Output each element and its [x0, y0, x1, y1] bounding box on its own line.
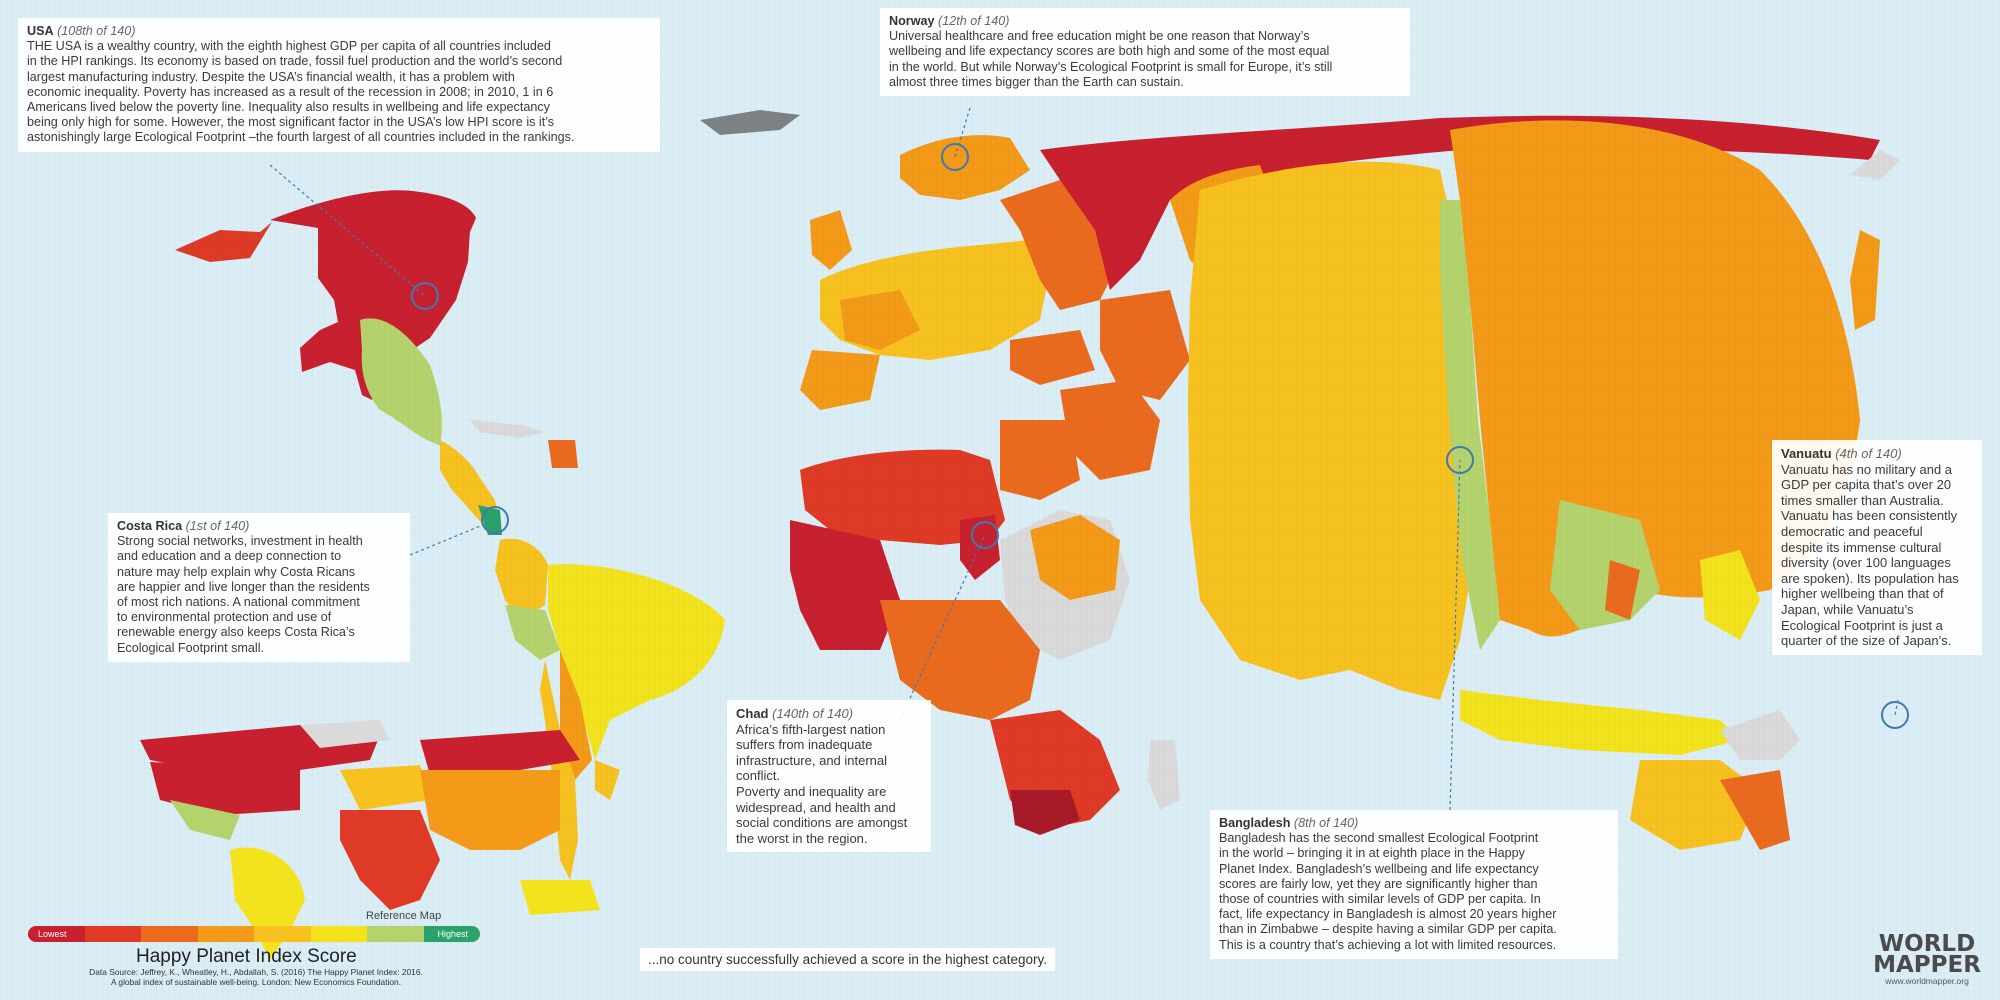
callout-rank: (108th of 140) [57, 24, 136, 38]
reference-map [140, 720, 600, 960]
callout-bangladesh: Bangladesh (8th of 140) Bangladesh has t… [1210, 810, 1618, 959]
ref-europe [340, 765, 430, 810]
legend-swatch [84, 926, 141, 942]
bangladesh-marker [1446, 446, 1474, 474]
callout-rank: (12th of 140) [938, 14, 1010, 28]
logo-text: MAPPER [1873, 952, 1981, 978]
callout-body: Bangladesh has the second smallest Ecolo… [1219, 831, 1557, 952]
callout-norway: Norway (12th of 140) Universal healthcar… [880, 8, 1410, 97]
ref-asia [420, 770, 560, 850]
logo-text: WORLD [1878, 931, 1976, 957]
norway-marker [941, 143, 969, 171]
legend-swatch [254, 926, 311, 942]
ref-mexico [170, 800, 240, 840]
legend-swatch [141, 926, 198, 942]
callout-vanuatu: Vanuatu (4th of 140) Vanuatu has no mili… [1772, 440, 1982, 655]
chad-marker [971, 521, 999, 549]
ref-russia [420, 730, 580, 775]
costa-rica-marker [481, 506, 509, 534]
markers [411, 143, 1909, 729]
ref-africa [340, 810, 440, 910]
usa-leader [269, 164, 426, 297]
worldmapper-logo: WORLD MAPPER www.worldmapper.org [1862, 931, 1992, 987]
callout-costa-rica: Costa Rica (1st of 140) Strong social ne… [108, 513, 410, 662]
callout-title: Bangladesh [1219, 816, 1291, 830]
legend-color-bar [28, 926, 480, 942]
legend-lowest-label: Lowest [38, 929, 67, 939]
legend-swatch [310, 926, 367, 942]
callout-body: Africa’s fifth-largest nation suffers fr… [736, 721, 908, 846]
reference-map-label: Reference Map [366, 910, 442, 922]
ref-australia [520, 880, 600, 915]
callout-body: THE USA is a wealthy country, with the e… [27, 39, 575, 145]
bottom-note: ...no country successfully achieved a sc… [640, 948, 1055, 971]
callout-rank: (1st of 140) [185, 519, 250, 533]
callout-title: Chad [736, 706, 769, 721]
callout-body: Strong social networks, investment in he… [117, 534, 370, 655]
norway-leader [954, 107, 971, 158]
bangladesh-leader [1449, 459, 1461, 811]
callout-usa: USA (108th of 140) THE USA is a wealthy … [18, 18, 660, 152]
vanuatu-marker [1881, 701, 1909, 729]
legend-title: Happy Planet Index Score [136, 946, 357, 967]
legend-swatch [423, 926, 480, 942]
data-source: Data Source: Jeffrey, K., Wheatley, H., … [89, 967, 423, 987]
callout-body: Universal healthcare and free education … [889, 29, 1333, 89]
legend-swatch [28, 926, 85, 942]
callout-title: Norway [889, 14, 935, 28]
callout-body: Vanuatu has no military and a GDP per ca… [1781, 461, 1959, 649]
legend: Reference Map Lowest Highest Happy Plane… [26, 904, 482, 996]
legend-swatch [197, 926, 254, 942]
legend-highest-label: Highest [437, 929, 468, 939]
ref-greenland [300, 720, 390, 748]
chad-leader [899, 534, 986, 721]
callout-title: Costa Rica [117, 519, 183, 533]
ref-usa [150, 762, 300, 815]
callout-chad: Chad (140th of 140) Africa’s fifth-large… [727, 700, 931, 853]
legend-swatch [367, 926, 424, 942]
logo-url: www.worldmapper.org [1885, 976, 1969, 986]
callout-rank: (8th of 140) [1293, 816, 1359, 830]
callout-rank: (140th of 140) [772, 706, 854, 721]
callout-title: USA [27, 24, 54, 38]
usa-marker [411, 282, 439, 310]
callout-title: Vanuatu [1781, 446, 1832, 461]
callout-rank: (4th of 140) [1835, 446, 1902, 461]
